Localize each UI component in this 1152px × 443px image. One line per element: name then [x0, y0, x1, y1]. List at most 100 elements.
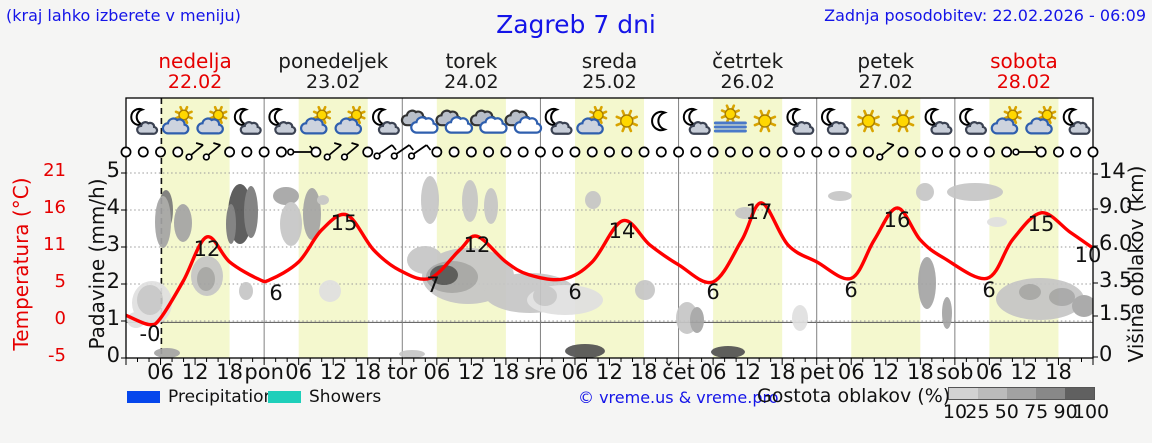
day-name: četrtek: [712, 49, 784, 73]
sun-ray: [628, 109, 633, 116]
cloud-shape: [1068, 121, 1091, 135]
precipitation-axis-title: Padavine (mm/h): [85, 178, 109, 350]
showers-swatch: [268, 391, 301, 403]
cloud-blob: [635, 280, 655, 300]
sun-ray: [179, 105, 183, 111]
wind-calm-icon: [621, 146, 633, 158]
sun-ray: [628, 126, 633, 133]
cloud-blob: [174, 204, 192, 242]
wind-barb-icon: [373, 144, 397, 160]
wind-calm-icon: [845, 146, 857, 158]
wind-barb-icon: [340, 142, 360, 161]
moon-cloud-icon: [820, 108, 849, 135]
cloud-shape: [239, 121, 262, 135]
sun-ray: [222, 110, 228, 115]
wind-calm-icon: [172, 146, 184, 158]
sun-ray: [873, 122, 880, 127]
moon-shape: [233, 108, 249, 126]
sun-ray: [326, 115, 332, 120]
cloud-blob: [462, 180, 478, 222]
cloud-blob: [947, 183, 1003, 201]
temp-tick-label: 0: [54, 308, 66, 329]
sun-ray: [631, 122, 639, 127]
wind-calm-icon: [431, 146, 443, 158]
sun-ray: [1013, 105, 1018, 111]
precip-tick-label: 3: [106, 232, 120, 256]
sun-ray: [317, 105, 322, 111]
sun-ray: [174, 110, 180, 115]
sun-core: [1041, 109, 1053, 121]
sun-ray: [322, 119, 327, 125]
day-header: torek 24.02: [444, 50, 498, 94]
wind-calm-icon: [1035, 146, 1047, 158]
cloud-blob: [137, 285, 163, 315]
sun-ray: [357, 119, 361, 125]
day-name: petek: [857, 49, 915, 73]
sun-icon: [615, 109, 639, 133]
wind-calm-icon: [155, 146, 166, 158]
temp-tick-label: 5: [54, 271, 66, 292]
wind-calm-icon: [483, 146, 495, 158]
wind-calm-circle: [673, 146, 685, 158]
gradient-step: [1065, 388, 1094, 399]
wind-calm-circle: [707, 146, 719, 158]
sun-cloud-icon: [990, 105, 1022, 135]
wind-calm-icon: [983, 146, 995, 158]
sun-ray: [213, 105, 218, 111]
wind-calm-circle: [655, 146, 667, 158]
moon-shape: [544, 108, 560, 126]
x-label-hour: 18: [769, 360, 796, 384]
temp-tick-label: -5: [48, 345, 66, 366]
sun-ray: [857, 115, 864, 120]
sun-ray: [904, 126, 909, 133]
x-label-day: pon: [244, 360, 284, 384]
wind-calm-icon: [569, 146, 581, 158]
wind-calm-circle: [759, 146, 771, 158]
cloud-density-tick: 90: [1053, 401, 1078, 423]
sun-ray: [615, 122, 622, 127]
cloud-density-tick: 50: [994, 401, 1019, 423]
day-name: sobota: [990, 49, 1058, 73]
moon-shape: [786, 108, 802, 126]
temperature-curve-layer: [126, 201, 1093, 327]
wind-calm-circle: [310, 146, 322, 158]
day-date: 22.02: [167, 71, 223, 94]
daylight-band: [851, 98, 921, 358]
sun-cloud-icon: [196, 105, 228, 135]
moon-shape: [924, 108, 940, 126]
sun-ray: [908, 122, 915, 127]
moon-cloud-icon: [786, 108, 815, 135]
wind-calm-icon: [811, 146, 823, 158]
wind-calm-icon: [724, 146, 736, 158]
sun-ray: [770, 115, 777, 120]
moon-cloud-icon: [544, 108, 573, 135]
temperature-point-label: 12: [464, 233, 491, 257]
sun-ray: [222, 115, 228, 120]
sun-ray: [1038, 110, 1044, 115]
sun-ray: [322, 105, 327, 111]
wind-calm-icon: [241, 146, 253, 158]
cloud-blob: [918, 257, 936, 309]
credit-link[interactable]: © vreme.us & vreme.pro: [578, 388, 779, 407]
x-label-day: sob: [936, 360, 973, 384]
sun-ray: [360, 115, 366, 120]
temperature-point-label: 17: [746, 200, 773, 224]
day-name: nedelja: [158, 49, 232, 73]
x-label-hour: 18: [907, 360, 934, 384]
moon-shape: [1062, 108, 1078, 126]
sun-icon: [753, 109, 777, 133]
wind-calm-circle: [828, 146, 840, 158]
wind-calm-icon: [655, 146, 667, 158]
wind-calm-circle: [793, 146, 805, 158]
wind-calm-circle: [724, 146, 736, 158]
cloud-height-tick-label: 14: [1099, 159, 1126, 183]
fog-sun-icon: [713, 104, 747, 133]
wind-calm-icon: [707, 146, 719, 158]
moon-cloud-icon: [959, 108, 987, 135]
cloud-shape: [513, 116, 543, 134]
wind-calm-icon: [604, 146, 615, 158]
wind-calm-icon: [863, 146, 874, 158]
wind-calm-icon: [258, 146, 270, 158]
cloud-blob: [533, 286, 557, 306]
